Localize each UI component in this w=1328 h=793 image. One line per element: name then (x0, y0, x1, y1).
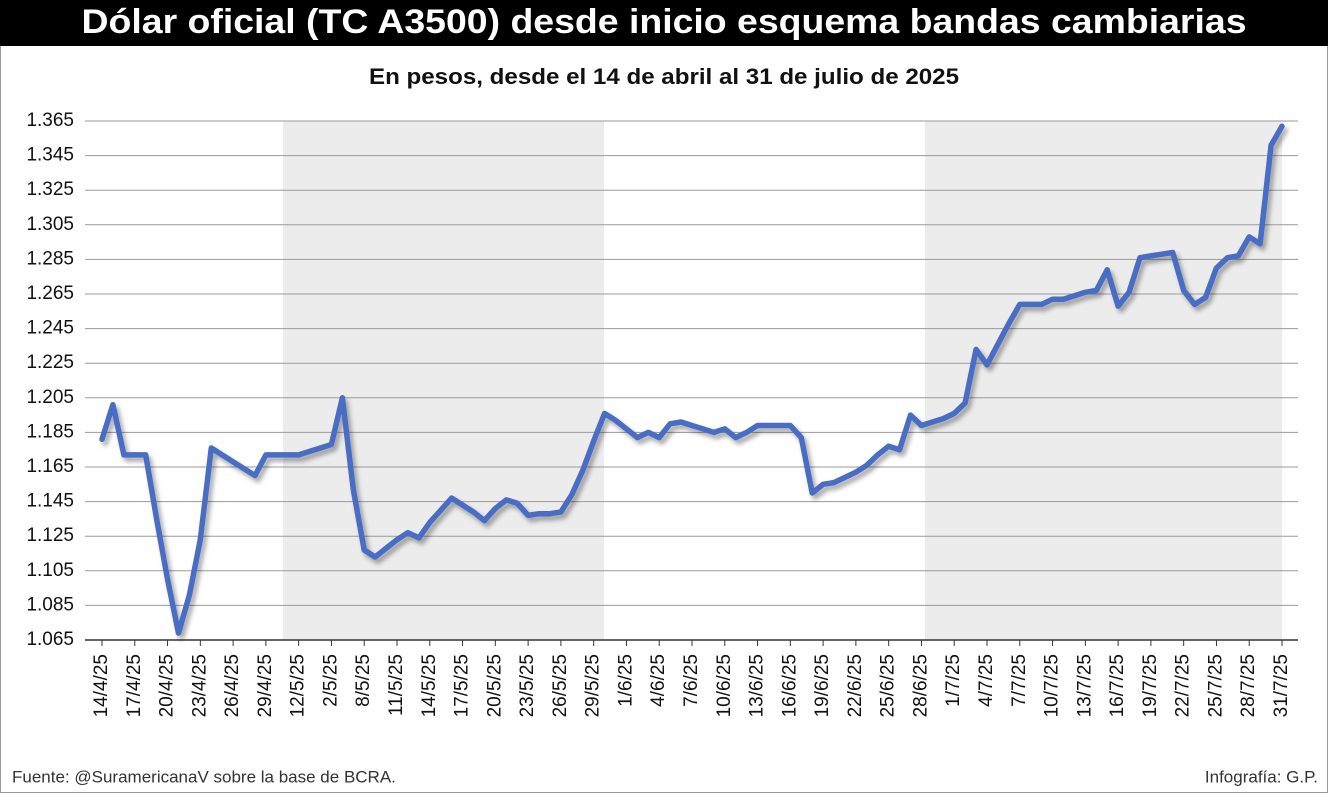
x-tick-label: 11/5/25 (386, 654, 407, 716)
x-tick-label: 12/5/25 (288, 654, 309, 717)
y-tick-label: 1.125 (26, 525, 74, 546)
y-tick-label: 1.305 (26, 214, 74, 235)
x-tick-label: 25/7/25 (1205, 654, 1226, 717)
y-tick-label: 1.085 (26, 594, 74, 615)
x-tick-label: 7/7/25 (1009, 654, 1030, 707)
source-note: Fuente: @SuramericanaV sobre la base de … (12, 767, 396, 786)
y-tick-label: 1.245 (26, 318, 74, 339)
x-tick-label: 26/4/25 (222, 654, 243, 717)
x-tick-label: 23/4/25 (189, 654, 210, 717)
x-tick-label: 17/4/25 (124, 654, 145, 717)
y-tick-label: 1.285 (26, 248, 74, 269)
x-tick-label: 31/7/25 (1271, 654, 1292, 717)
y-tick-label: 1.365 (26, 110, 74, 131)
y-tick-label: 1.325 (26, 179, 74, 200)
y-tick-label: 1.065 (26, 629, 74, 650)
x-tick-label: 22/6/25 (845, 654, 866, 717)
x-tick-label: 28/6/25 (910, 654, 931, 717)
x-tick-label: 19/6/25 (812, 654, 833, 717)
x-tick-label: 14/4/25 (91, 654, 112, 717)
y-tick-label: 1.105 (26, 560, 74, 581)
x-tick-label: 17/5/25 (452, 654, 473, 717)
x-tick-label: 2/5/25 (320, 654, 341, 707)
y-tick-label: 1.185 (26, 421, 74, 442)
title-bar (0, 0, 1328, 46)
x-tick-label: 16/7/25 (1107, 654, 1128, 717)
x-tick-label: 28/7/25 (1238, 654, 1259, 717)
chart-subtitle: En pesos, desde el 14 de abril al 31 de … (369, 64, 959, 89)
y-tick-label: 1.205 (26, 387, 74, 408)
credit-note: Infografía: G.P. (1205, 767, 1318, 786)
x-tick-label: 10/6/25 (714, 654, 735, 717)
y-tick-label: 1.345 (26, 145, 74, 166)
x-tick-label: 26/5/25 (550, 654, 571, 717)
y-tick-label: 1.265 (26, 283, 74, 304)
y-tick-label: 1.165 (26, 456, 74, 477)
x-tick-label: 19/7/25 (1140, 654, 1161, 717)
month-band (283, 121, 604, 640)
x-tick-label: 14/5/25 (419, 654, 440, 717)
x-tick-label: 29/5/25 (583, 654, 604, 717)
x-tick-label: 20/5/25 (484, 654, 505, 717)
x-tick-label: 13/6/25 (747, 654, 768, 717)
x-tick-label: 7/6/25 (681, 654, 702, 707)
x-tick-label: 8/5/25 (353, 654, 374, 707)
x-tick-label: 25/6/25 (878, 654, 899, 717)
x-tick-label: 13/7/25 (1074, 654, 1095, 717)
x-tick-label: 20/4/25 (157, 654, 178, 717)
x-tick-label: 1/7/25 (943, 654, 964, 707)
x-tick-label: 10/7/25 (1042, 654, 1063, 717)
month-band (925, 121, 1282, 640)
x-tick-label: 23/5/25 (517, 654, 538, 717)
x-tick-label: 29/4/25 (255, 654, 276, 717)
x-tick-label: 4/7/25 (976, 654, 997, 707)
x-tick-label: 1/6/25 (615, 654, 636, 707)
x-tick-label: 16/6/25 (779, 654, 800, 717)
chart-title: Dólar oficial (TC A3500) desde inicio es… (82, 3, 1247, 41)
y-tick-label: 1.145 (26, 491, 74, 512)
y-tick-label: 1.225 (26, 352, 74, 373)
x-tick-label: 4/6/25 (648, 654, 669, 707)
data-line (99, 123, 1285, 636)
x-tick-label: 22/7/25 (1173, 654, 1194, 717)
